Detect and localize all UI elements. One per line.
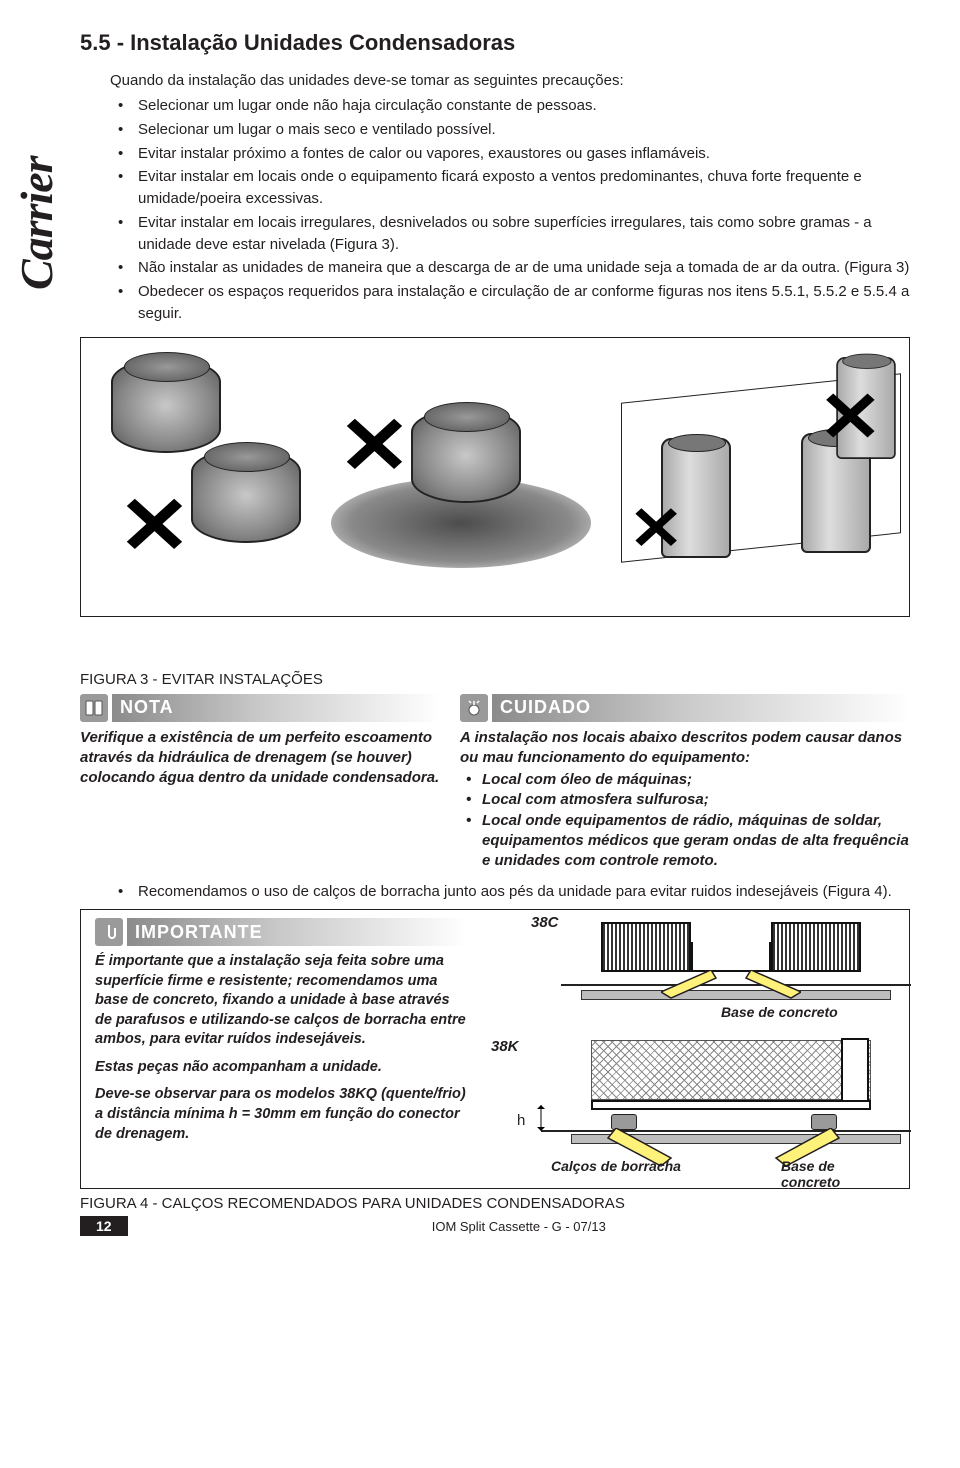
warning-icon xyxy=(460,694,488,722)
precautions-list: Selecionar um lugar onde não haja circul… xyxy=(110,95,910,325)
nota-label: NOTA xyxy=(112,694,440,722)
importante-label: IMPORTANTE xyxy=(127,918,467,946)
clip-icon xyxy=(95,918,123,946)
unit-base-icon xyxy=(591,1100,871,1110)
label-calcos: Calços de borracha xyxy=(551,1158,681,1174)
list-item: Selecionar um lugar o mais seco e ventil… xyxy=(110,119,910,141)
list-item: Local com óleo de máquinas; xyxy=(460,770,910,790)
importante-p3: Deve-se observar para os modelos 38KQ (q… xyxy=(95,1085,467,1144)
unit-bottom-icon xyxy=(691,942,771,972)
ground-line-icon xyxy=(541,1130,911,1132)
ground-line-icon xyxy=(561,984,911,986)
figure-4-caption: FIGURA 4 - CALÇOS RECOMENDADOS PARA UNID… xyxy=(80,1195,910,1212)
side-panel-icon xyxy=(841,1038,869,1108)
page-number: 12 xyxy=(80,1216,128,1236)
list-item: Evitar instalar próximo a fontes de calo… xyxy=(110,143,910,165)
condenser-unit-icon xyxy=(411,408,521,503)
figure-3-caption: FIGURA 3 - EVITAR INSTALAÇÕES xyxy=(80,671,910,688)
nota-header: NOTA xyxy=(80,694,440,722)
x-mark-icon: ✕ xyxy=(818,393,883,442)
section-title: 5.5 - Instalação Unidades Condensadoras xyxy=(80,30,910,56)
figure-4-diagram: 38C Base de concreto 38K xyxy=(481,910,909,1188)
list-item: Obedecer os espaços requeridos para inst… xyxy=(110,281,910,325)
condenser-unit-icon xyxy=(191,448,301,543)
unit-38c-icon xyxy=(601,922,691,972)
dimension-icon xyxy=(531,1105,551,1135)
footer-text: IOM Split Cassette - G - 07/13 xyxy=(128,1219,910,1234)
x-mark-icon: ✕ xyxy=(118,498,192,554)
x-mark-icon: ✕ xyxy=(628,508,683,550)
cuidado-header: CUIDADO xyxy=(460,694,910,722)
unit-38c-icon xyxy=(771,922,861,972)
condenser-unit-icon xyxy=(111,358,221,453)
list-item: Local onde equipamentos de rádio, máquin… xyxy=(460,811,910,872)
cuidado-intro: A instalação nos locais abaixo descritos… xyxy=(460,729,902,766)
intro-text: Quando da instalação das unidades deve-s… xyxy=(110,70,910,91)
note-icon xyxy=(80,694,108,722)
importante-p2: Estas peças não acompanham a unidade. xyxy=(95,1058,467,1078)
label-h: h xyxy=(517,1112,525,1129)
label-base-concreto-2: Base de concreto xyxy=(781,1158,889,1190)
list-item: Evitar instalar em locais onde o equipam… xyxy=(110,166,910,210)
list-item: Evitar instalar em locais irregulares, d… xyxy=(110,212,910,256)
arrow-icon xyxy=(741,970,801,1000)
brand-logo: Carrier xyxy=(10,156,63,290)
list-item: Local com atmosfera sulfurosa; xyxy=(460,790,910,810)
mesh-unit-icon xyxy=(591,1040,871,1100)
nota-body: Verifique a existência de um perfeito es… xyxy=(80,728,440,789)
concrete-base-icon xyxy=(581,990,891,1000)
importante-p1: É importante que a instalação seja feita… xyxy=(95,952,467,1050)
cuidado-label: CUIDADO xyxy=(492,694,910,722)
recommendation-text: Recomendamos o uso de calços de borracha… xyxy=(110,881,910,903)
list-item: Não instalar as unidades de maneira que … xyxy=(110,257,910,279)
list-item: Selecionar um lugar onde não haja circul… xyxy=(110,95,910,117)
x-mark-icon: ✕ xyxy=(338,418,412,474)
figure-3: ✕ ✕ ✕ ✕ xyxy=(80,337,910,617)
cuidado-body: A instalação nos locais abaixo descritos… xyxy=(460,728,910,872)
label-base-concreto: Base de concreto xyxy=(721,1004,838,1020)
arrow-icon xyxy=(661,970,721,1000)
importante-header: IMPORTANTE xyxy=(95,918,467,946)
figure-4: IMPORTANTE É importante que a instalação… xyxy=(80,909,910,1189)
